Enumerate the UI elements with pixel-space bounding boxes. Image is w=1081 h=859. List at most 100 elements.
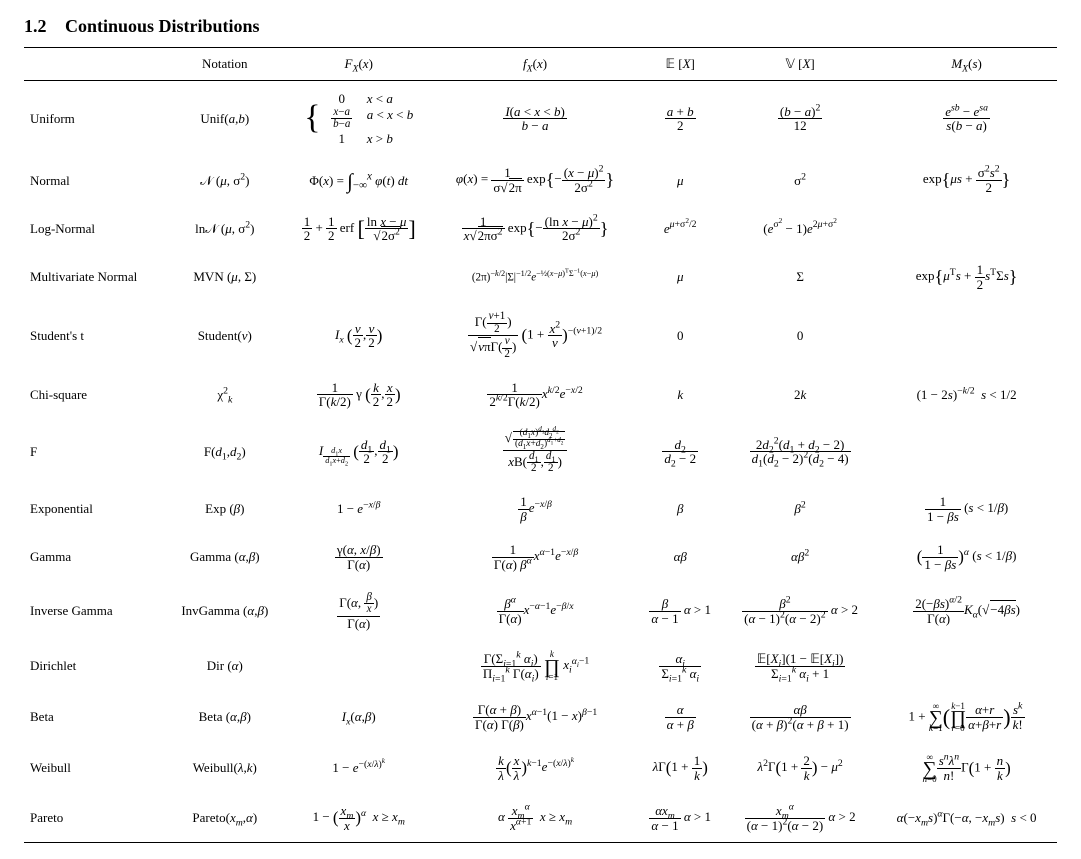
dist-notation: χ2k: [166, 371, 284, 419]
dist-mgf: esb − esas(b − a): [876, 81, 1057, 157]
table-row: Beta Beta (α,β) Ix(α,β) Γ(α + β)Γ(α) Γ(β…: [24, 692, 1057, 743]
dist-notation: Pareto(xm,α): [166, 794, 284, 843]
dist-mean: μ: [636, 253, 724, 301]
table-row: Chi-square χ2k 1Γ(k/2) γ (k2,x2) 12k/2Γ(…: [24, 371, 1057, 419]
dist-notation: Unif(a,b): [166, 81, 284, 157]
dist-name: Chi-square: [24, 371, 166, 419]
dist-pdf: (2π)−k/2|Σ|−1/2e−½(x−μ)TΣ−1(x−μ): [434, 253, 637, 301]
dist-pdf: 1Γ(α) βαxα−1e−x/β: [434, 533, 637, 581]
col-mgf: MX(s): [876, 48, 1057, 81]
dist-pdf: I(a < x < b)b − a: [434, 81, 637, 157]
dist-var: 2d22(d1 + d2 − 2)d1(d2 − 2)2(d2 − 4): [724, 419, 876, 485]
table-row: Student's t Student(ν) Ix (ν2,ν2) Γ(ν+12…: [24, 301, 1057, 370]
col-pdf: fX(x): [434, 48, 637, 81]
dist-cdf: [284, 640, 434, 691]
dist-cdf: Ix (ν2,ν2): [284, 301, 434, 370]
table-row: Uniform Unif(a,b) { 0x < a x−ab−aa < x <…: [24, 81, 1057, 157]
dist-var: Σ: [724, 253, 876, 301]
dist-pdf: Γ(ν+12)√νπΓ(ν2) (1 + x2ν)−(ν+1)/2: [434, 301, 637, 370]
dist-mean: eμ+σ2/2: [636, 205, 724, 253]
dist-cdf: 1Γ(k/2) γ (k2,x2): [284, 371, 434, 419]
dist-mgf: exp{μs + σ2s22}: [876, 156, 1057, 204]
dist-name: Exponential: [24, 485, 166, 533]
dist-notation: ln𝒩 (μ, σ2): [166, 205, 284, 253]
dist-name: F: [24, 419, 166, 485]
dist-mean: αiΣi=1k αi: [636, 640, 724, 691]
dist-var: αβ(α + β)2(α + β + 1): [724, 692, 876, 743]
dist-name: Pareto: [24, 794, 166, 843]
dist-mgf: 11 − βs (s < 1/β): [876, 485, 1057, 533]
table-row: Inverse Gamma InvGamma (α,β) Γ(α, βx)Γ(α…: [24, 582, 1057, 641]
dist-mean: αxmα − 1 α > 1: [636, 794, 724, 843]
dist-var: β2: [724, 485, 876, 533]
dist-notation: Beta (α,β): [166, 692, 284, 743]
dist-name: Log-Normal: [24, 205, 166, 253]
dist-name: Inverse Gamma: [24, 582, 166, 641]
dist-notation: Exp (β): [166, 485, 284, 533]
table-row: Weibull Weibull(λ,k) 1 − e−(x/λ)k kλ(xλ)…: [24, 743, 1057, 794]
dist-mean: λΓ(1 + 1k): [636, 743, 724, 794]
dist-name: Beta: [24, 692, 166, 743]
dist-mgf: [876, 640, 1057, 691]
dist-var: λ2Γ(1 + 2k) − μ2: [724, 743, 876, 794]
dist-cdf: Ix(α,β): [284, 692, 434, 743]
dist-var: 2k: [724, 371, 876, 419]
dist-pdf: 12k/2Γ(k/2)xk/2e−x/2: [434, 371, 637, 419]
dist-pdf: Γ(α + β)Γ(α) Γ(β)xα−1(1 − x)β−1: [434, 692, 637, 743]
dist-cdf: 1 − e−(x/λ)k: [284, 743, 434, 794]
dist-mgf: exp{μTs + 12sTΣs}: [876, 253, 1057, 301]
dist-mgf: 2(−βs)α/2Γ(α)Kα(√−4βs): [876, 582, 1057, 641]
dist-mgf: (11 − βs)α (s < 1/β): [876, 533, 1057, 581]
dist-notation: F(d1,d2): [166, 419, 284, 485]
col-mean: 𝔼 [X]: [636, 48, 724, 81]
dist-cdf: Id1xd1x+d2 (d12,d12): [284, 419, 434, 485]
section-title: Continuous Distributions: [65, 16, 260, 36]
dist-var: (eσ2 − 1)e2μ+σ2: [724, 205, 876, 253]
dist-mean: αβ: [636, 533, 724, 581]
dist-mean: μ: [636, 156, 724, 204]
dist-mgf: [876, 205, 1057, 253]
dist-name: Gamma: [24, 533, 166, 581]
dist-cdf: 1 − e−x/β: [284, 485, 434, 533]
dist-notation: Gamma (α,β): [166, 533, 284, 581]
dist-mean: a + b2: [636, 81, 724, 157]
dist-cdf: { 0x < a x−ab−aa < x < b 1x > b: [284, 81, 434, 157]
dist-mean: k: [636, 371, 724, 419]
table-row: Exponential Exp (β) 1 − e−x/β 1βe−x/β β …: [24, 485, 1057, 533]
section-number: 1.2: [24, 16, 47, 36]
dist-mean: 0: [636, 301, 724, 370]
dist-notation: 𝒩 (μ, σ2): [166, 156, 284, 204]
table-row: Gamma Gamma (α,β) γ(α, x/β)Γ(α) 1Γ(α) βα…: [24, 533, 1057, 581]
dist-var: 𝔼[Xi](1 − 𝔼[Xi])Σi=1k αi + 1: [724, 640, 876, 691]
dist-mean: d2d2 − 2: [636, 419, 724, 485]
dist-mgf: [876, 301, 1057, 370]
table-row: Multivariate Normal MVN (μ, Σ) (2π)−k/2|…: [24, 253, 1057, 301]
dist-var: σ2: [724, 156, 876, 204]
table-row: Pareto Pareto(xm,α) 1 − (xmx)α x ≥ xm α …: [24, 794, 1057, 843]
dist-pdf: βαΓ(α)x−α−1e−β/x: [434, 582, 637, 641]
col-cdf: FX(x): [284, 48, 434, 81]
dist-cdf: γ(α, x/β)Γ(α): [284, 533, 434, 581]
dist-pdf: Γ(Σi=1k αi)Πi=1k Γ(αi) k∏i=1 xiαi−1: [434, 640, 637, 691]
dist-mgf: [876, 419, 1057, 485]
col-var: 𝕍 [X]: [724, 48, 876, 81]
dist-mean: β: [636, 485, 724, 533]
dist-name: Uniform: [24, 81, 166, 157]
dist-cdf: [284, 253, 434, 301]
dist-notation: MVN (μ, Σ): [166, 253, 284, 301]
dist-mean: βα − 1 α > 1: [636, 582, 724, 641]
dist-cdf: 12 + 12 erf [ln x − μ√2σ2]: [284, 205, 434, 253]
dist-notation: Student(ν): [166, 301, 284, 370]
dist-cdf: Γ(α, βx)Γ(α): [284, 582, 434, 641]
section-heading: 1.2 Continuous Distributions: [24, 16, 1057, 37]
table-header-row: Notation FX(x) fX(x) 𝔼 [X] 𝕍 [X] MX(s): [24, 48, 1057, 81]
dist-name: Dirichlet: [24, 640, 166, 691]
dist-pdf: 1x√2πσ2 exp{−(ln x − μ)22σ2}: [434, 205, 637, 253]
dist-notation: InvGamma (α,β): [166, 582, 284, 641]
dist-notation: Weibull(λ,k): [166, 743, 284, 794]
dist-mgf: (1 − 2s)−k/2 s < 1/2: [876, 371, 1057, 419]
table-row: Normal 𝒩 (μ, σ2) Φ(x) = ∫−∞x φ(t) dt φ(x…: [24, 156, 1057, 204]
dist-pdf: 1βe−x/β: [434, 485, 637, 533]
dist-mean: αα + β: [636, 692, 724, 743]
dist-pdf: α xmαxα+1 x ≥ xm: [434, 794, 637, 843]
